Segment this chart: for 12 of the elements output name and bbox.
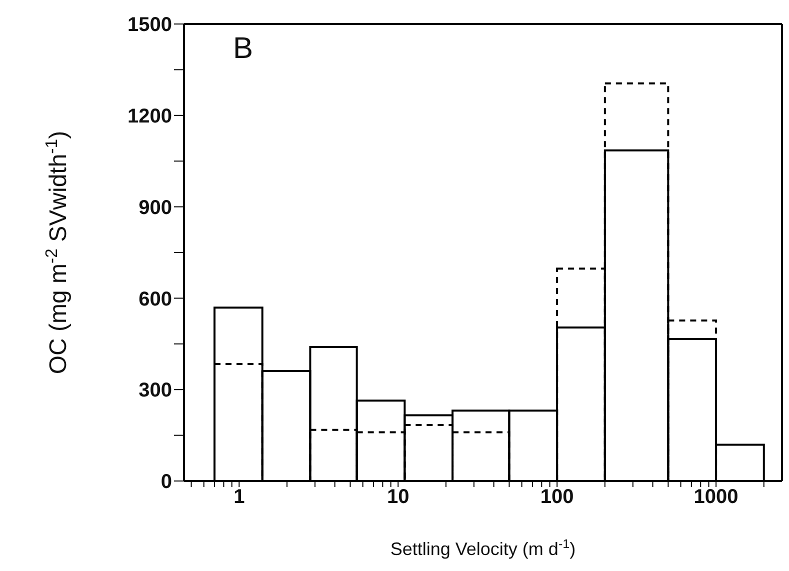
x-axis-title: Settling Velocity (m d$^{-1}$) — [390, 537, 576, 559]
y-tick-label: 600 — [138, 288, 172, 310]
y-tick-label: 900 — [138, 196, 172, 219]
annotation: B — [233, 32, 254, 66]
x-tick-label: 10 — [386, 486, 410, 508]
y-tick-label: 300 — [138, 380, 172, 402]
y-tick-label: 0 — [160, 471, 172, 494]
y-tick-label: 1200 — [128, 106, 172, 128]
x-tick-label: 1 — [234, 486, 245, 508]
x-tick-label: 1000 — [694, 486, 738, 508]
y-tick-label: 1500 — [128, 14, 172, 36]
x-tick-label: 100 — [540, 486, 574, 508]
